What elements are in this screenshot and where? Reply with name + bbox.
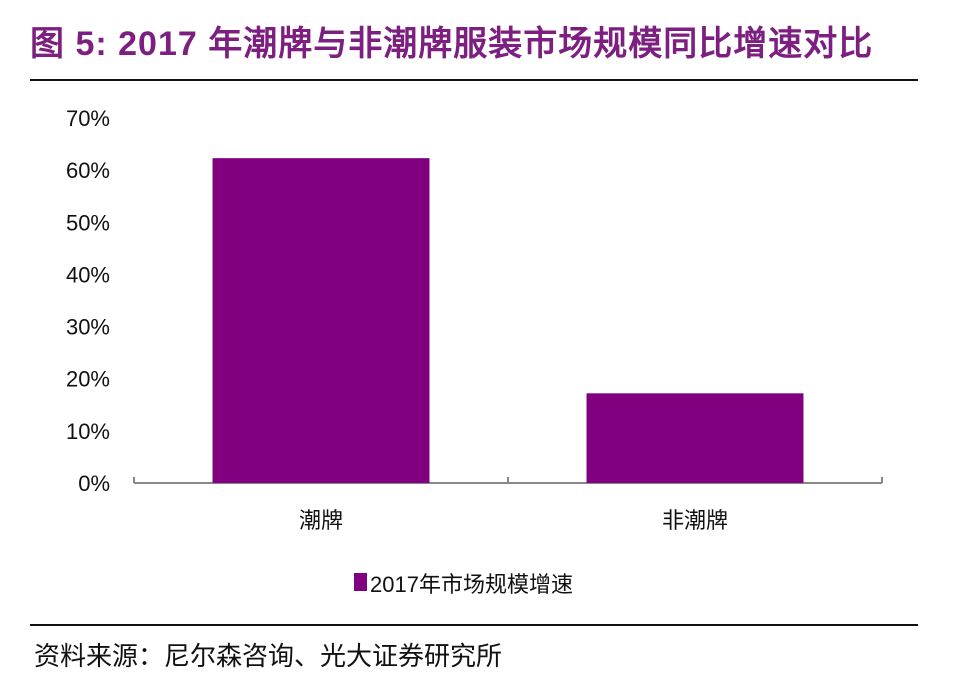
- y-tick-label: 10%: [66, 419, 110, 444]
- title-divider: [30, 79, 918, 81]
- x-tick-label: 潮牌: [299, 508, 343, 533]
- source-divider: [30, 624, 918, 626]
- y-tick-label: 50%: [66, 210, 110, 235]
- y-tick-label: 30%: [66, 315, 110, 340]
- bar-chart: 0% 10% 20% 30% 40% 50% 60% 70% 潮牌 非潮牌 2017年市场规模增速: [66, 106, 883, 597]
- source-note: 资料来源：尼尔森咨询、光大证券研究所: [34, 642, 503, 672]
- y-tick-label: 20%: [66, 367, 110, 392]
- legend-label: 2017年市场规模增速: [370, 572, 573, 597]
- y-tick-label: 0%: [78, 471, 110, 496]
- y-tick-label: 40%: [66, 262, 110, 287]
- bar-2: [586, 393, 804, 483]
- bar-1: [212, 158, 430, 483]
- x-tick-label: 非潮牌: [662, 508, 728, 533]
- chart-title: 图 5: 2017 年潮牌与非潮牌服装市场规模同比增速对比: [30, 25, 874, 63]
- y-tick-label: 60%: [66, 158, 110, 183]
- legend-swatch: [354, 573, 367, 591]
- y-tick-label: 70%: [66, 106, 110, 131]
